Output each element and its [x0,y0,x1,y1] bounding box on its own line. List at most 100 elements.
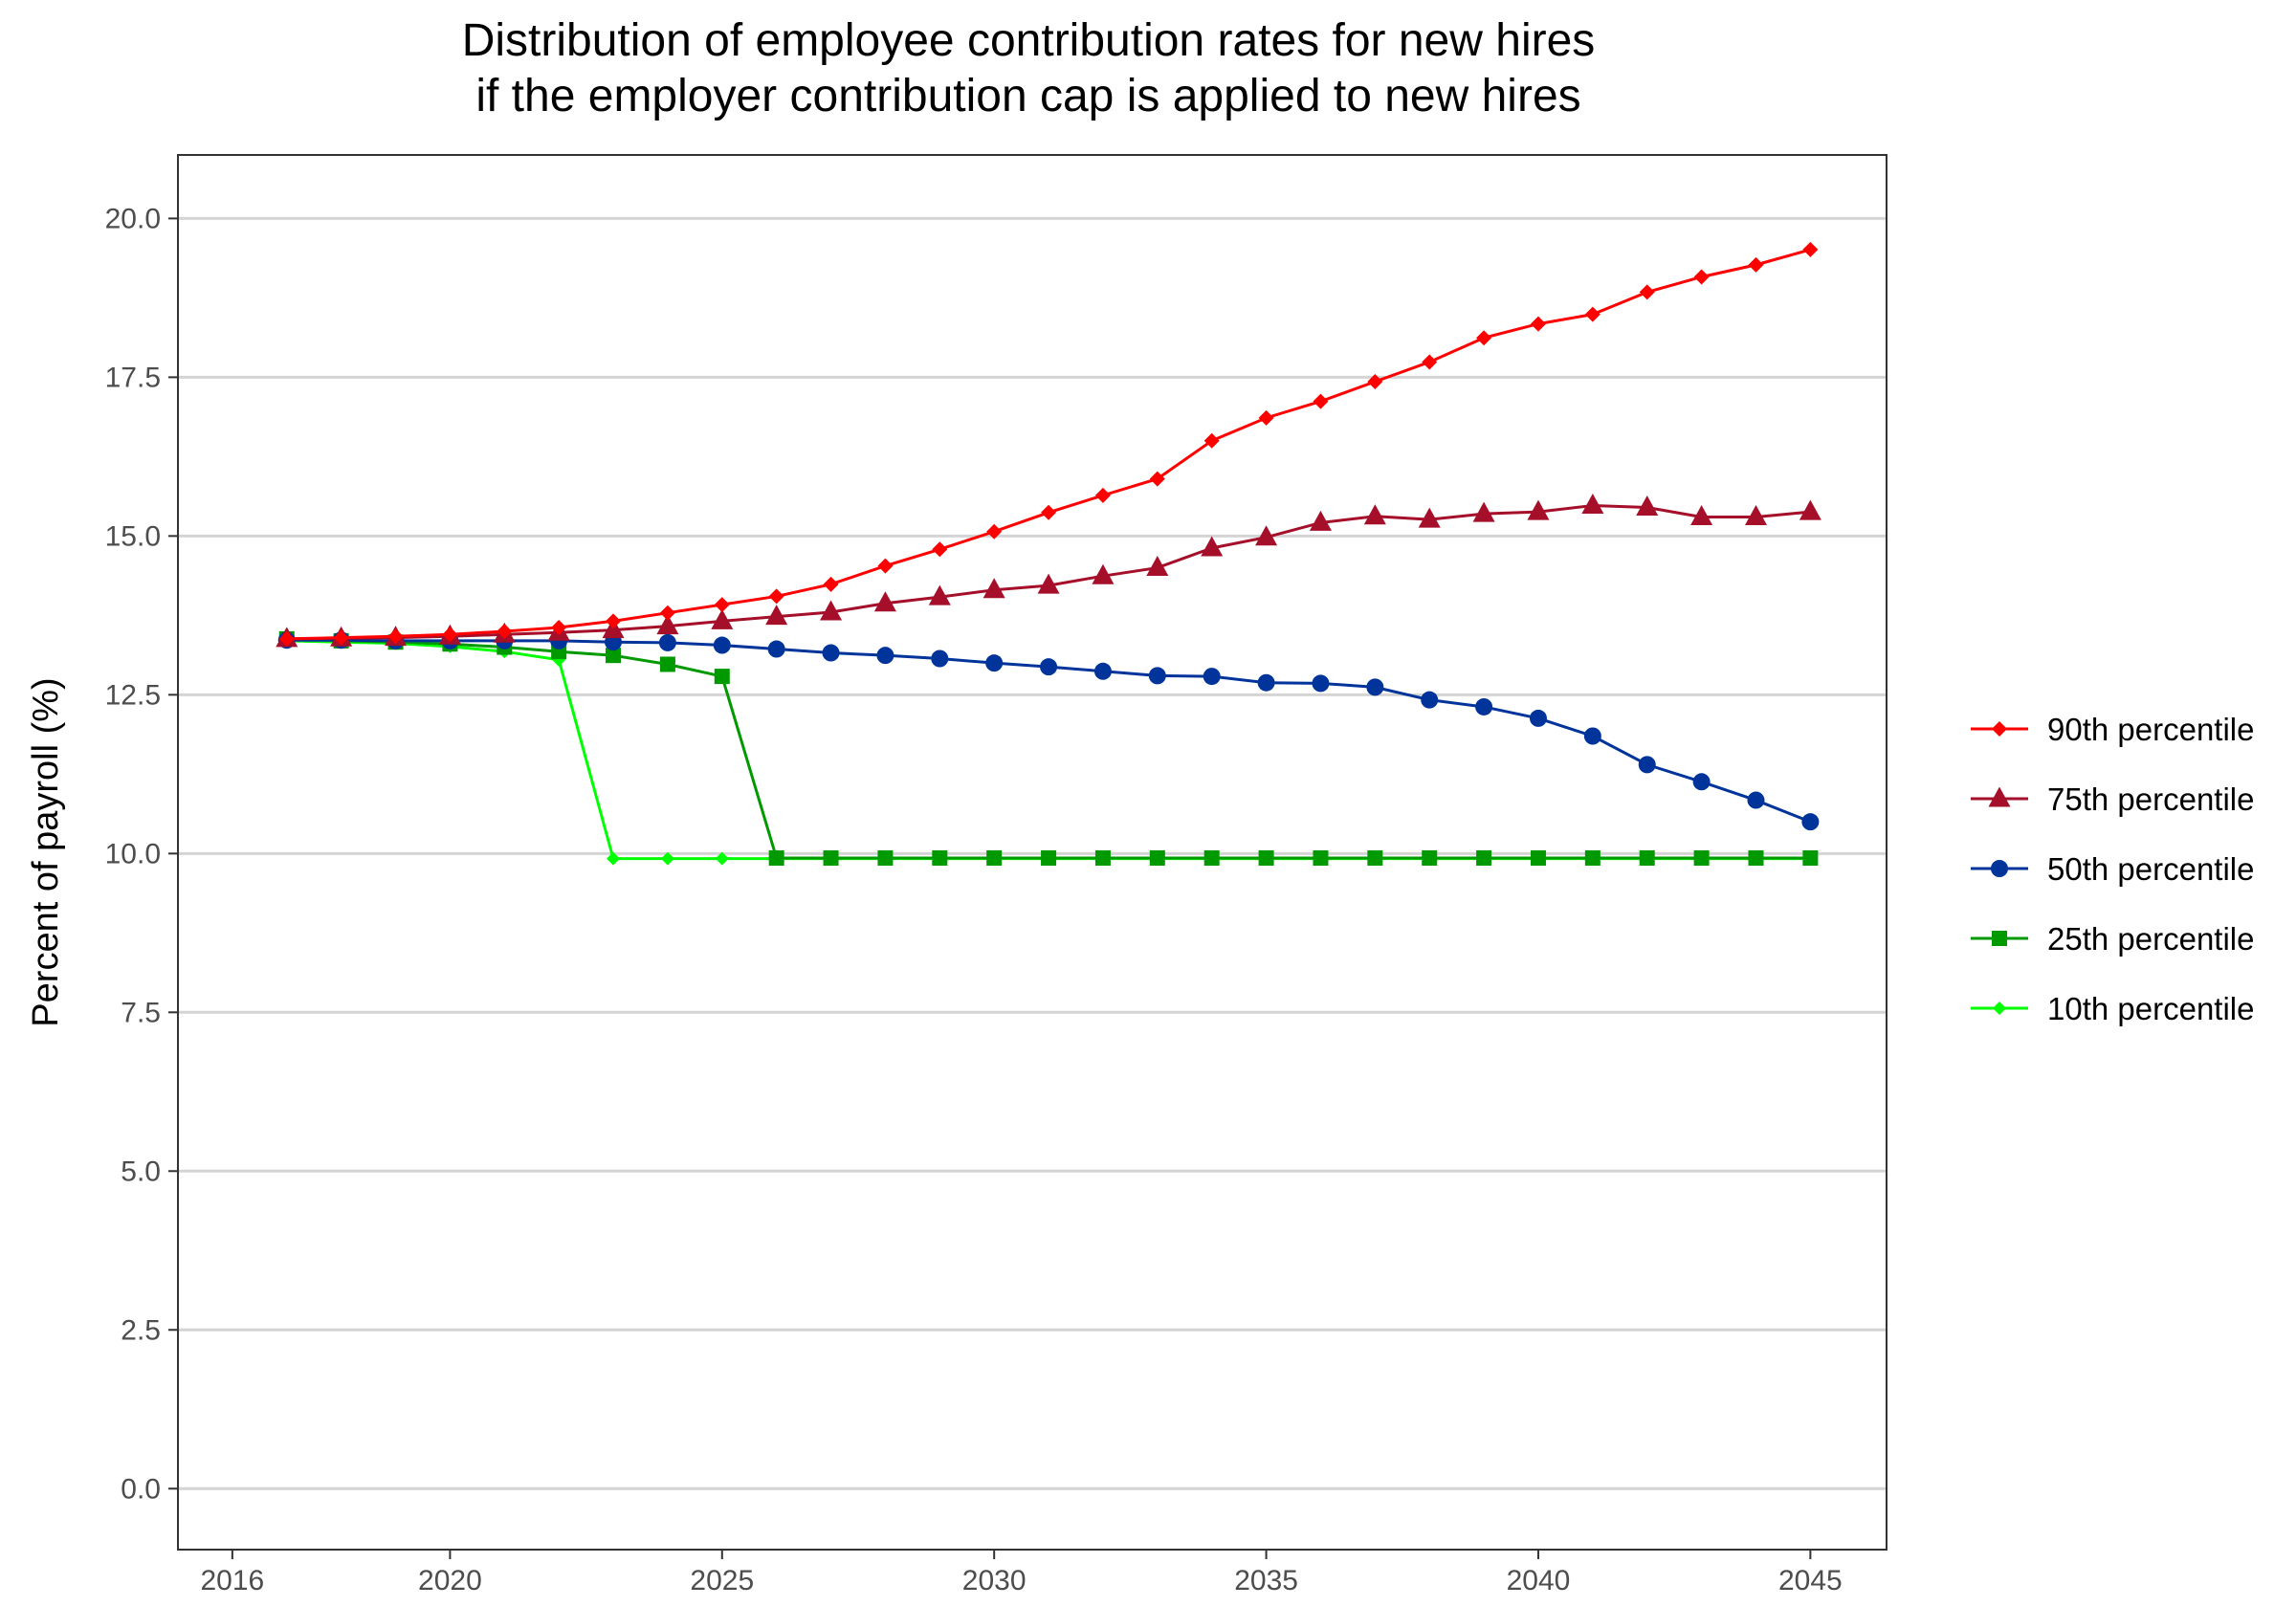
data-point [1802,849,1819,866]
data-point [1418,507,1441,528]
data-point [986,849,1003,866]
data-point [659,605,675,621]
chart-title-line-1: Distribution of employee contribution ra… [461,15,1596,66]
data-point [1639,284,1655,300]
data-point [1258,409,1274,426]
y-tick-label: 12.5 [105,679,161,711]
data-point [873,591,896,612]
data-point [1309,510,1332,531]
data-point [1422,354,1438,370]
data-point [387,628,404,645]
y-tick-label: 5.0 [121,1156,161,1187]
data-point [1366,678,1384,696]
data-point [1799,499,1821,520]
gridlines [178,216,1887,1490]
data-point [1636,495,1659,516]
data-point [606,613,622,629]
data-point [1094,487,1111,503]
data-point [1530,316,1546,332]
data-point [928,584,951,605]
data-point [985,654,1004,672]
data-point [1092,563,1115,584]
data-point [1527,499,1550,520]
y-tick-label: 10.0 [105,838,161,870]
axis-ticks: 0.0 2.5 5.0 7.5 10.0 12.5 15.0 17.5 20.0 2016 2020… [105,203,1843,1596]
data-point [1584,849,1601,866]
legend-label: 90th percentile [2047,712,2254,747]
data-point [333,629,349,646]
data-point [497,623,513,639]
data-point [1146,556,1169,577]
data-point [1476,849,1492,866]
data-point [823,849,839,866]
data-point [1421,691,1439,709]
y-axis-title: Percent of payroll (%) [26,677,66,1026]
data-point [1583,727,1601,745]
legend-marker [1993,1002,2006,1015]
data-point [1693,849,1710,866]
data-point [1149,849,1165,866]
chart-title: Distribution of employee contribution ra… [172,13,1885,124]
data-point [1257,673,1275,692]
data-point [442,627,458,643]
data-point [765,605,788,626]
data-point [1639,849,1655,866]
data-point [1475,697,1493,715]
legend-item: 10th percentile [1971,991,2254,1026]
y-tick-label: 15.0 [105,520,161,552]
data-point [820,600,843,621]
x-tick-label: 2016 [201,1565,265,1596]
legend-marker [1988,786,2011,807]
y-tick-label: 0.0 [121,1473,161,1505]
legend: 90th percentile 75th percentile 50th perce… [1971,712,2254,1026]
data-point [1148,667,1166,685]
data-point [1748,256,1764,273]
data-point [1363,504,1386,525]
data-point [606,648,622,664]
y-tick-label: 20.0 [105,203,161,234]
data-point [607,851,621,866]
data-point [1040,658,1058,676]
data-point [876,647,894,665]
series-lines [276,241,1821,866]
data-point [660,851,674,866]
data-point [1201,536,1224,557]
data-point [1258,849,1274,866]
data-point [1367,849,1383,866]
data-point [932,849,948,866]
data-point [1638,756,1656,774]
data-point [1690,504,1713,525]
plot-panel-border [177,154,1888,1551]
y-tick-label: 17.5 [105,362,161,393]
data-point [1149,471,1165,487]
data-point [656,614,679,635]
legend-label: 75th percentile [2047,781,2254,817]
data-point [768,849,784,866]
data-point [1581,493,1604,514]
data-point [1313,393,1329,409]
data-point [1041,849,1057,866]
data-point [1367,374,1383,390]
legend-item: 90th percentile [1971,712,2254,747]
data-point [1313,849,1329,866]
data-point [714,597,730,613]
legend-item: 75th percentile [1971,781,2254,817]
data-point [713,636,731,654]
data-point [1693,269,1710,285]
data-point [1422,849,1438,866]
legend-label: 10th percentile [2047,991,2254,1026]
legend-label: 50th percentile [2047,851,2254,887]
data-point [986,523,1003,539]
data-point [1692,773,1711,791]
data-point [1203,432,1220,449]
data-point [278,630,295,647]
legend-marker [1992,721,2007,737]
series-line [286,503,1811,641]
legend-item: 50th percentile [1971,851,2254,887]
data-point [1203,849,1220,866]
data-point [1802,241,1819,257]
data-point [1255,525,1278,546]
data-point [768,588,784,605]
data-point [1744,504,1767,525]
data-point [659,656,675,672]
